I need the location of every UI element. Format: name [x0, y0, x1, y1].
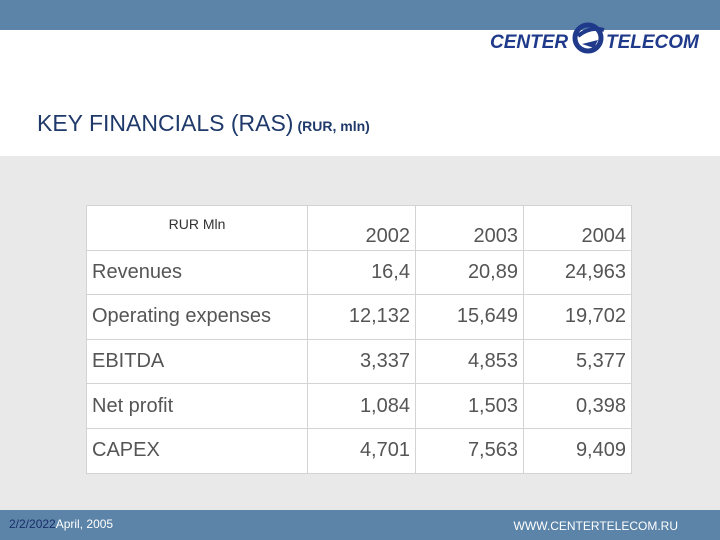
financials-table: RUR Mln 2002 2003 2004 Revenues 16,4 20,…	[86, 205, 632, 474]
table-row: Operating expenses 12,132 15,649 19,702	[86, 294, 632, 340]
row-label: EBITDA	[86, 338, 308, 385]
slide-title: KEY FINANCIALS (RAS) (RUR, mln)	[37, 110, 370, 137]
table-cell: 9,409	[523, 427, 632, 474]
table-cell: 3,337	[307, 338, 416, 385]
table-cell: 15,649	[415, 294, 524, 340]
table-cell: 4,853	[415, 338, 524, 385]
footer-website: WWW.CENTERTELECOM.RU	[513, 519, 678, 533]
logo-swoosh-icon	[572, 22, 605, 54]
table-cell: 1,503	[415, 383, 524, 429]
table-cell: 7,563	[415, 427, 524, 474]
title-main: KEY FINANCIALS (RAS)	[37, 110, 294, 136]
table-cell: 1,084	[307, 383, 416, 429]
title-unit: (RUR, mln)	[297, 118, 370, 134]
table-cell: 4,701	[307, 427, 416, 474]
table-row: EBITDA 3,337 4,853 5,377	[86, 338, 632, 385]
logo-text-left: CENTER	[490, 32, 568, 53]
row-label: Operating expenses	[86, 294, 308, 340]
row-label: Revenues	[86, 249, 308, 296]
footer-period: April, 2005	[55, 517, 114, 531]
row-label: Net profit	[86, 383, 308, 429]
centertelecom-logo: CENTER TELECOM	[490, 22, 712, 56]
table-cell: 5,377	[523, 338, 632, 385]
table-cell: 0,398	[523, 383, 632, 429]
footer-date: 2/2/2022	[9, 517, 56, 531]
logo-text-right: TELECOM	[606, 32, 700, 53]
footer-date-group: 2/2/2022April, 2005	[9, 517, 113, 531]
year-header: 2002	[307, 205, 416, 251]
table-cell: 16,4	[307, 249, 416, 296]
year-header: 2003	[415, 205, 524, 251]
table-cell: 24,963	[523, 249, 632, 296]
table-cell: 20,89	[415, 249, 524, 296]
table-row: Net profit 1,084 1,503 0,398	[86, 383, 632, 429]
row-label: CAPEX	[86, 427, 308, 474]
table-header-row: RUR Mln 2002 2003 2004	[86, 205, 632, 251]
logo-graphic: CENTER TELECOM	[490, 22, 700, 54]
table-cell: 12,132	[307, 294, 416, 340]
corner-label: RUR Mln	[86, 205, 308, 251]
bottom-bar: 2/2/2022April, 2005 WWW.CENTERTELECOM.RU	[0, 510, 720, 540]
table-row: CAPEX 4,701 7,563 9,409	[86, 427, 632, 474]
top-bar	[0, 0, 720, 30]
year-header: 2004	[523, 205, 632, 251]
table-row: Revenues 16,4 20,89 24,963	[86, 249, 632, 296]
table-cell: 19,702	[523, 294, 632, 340]
